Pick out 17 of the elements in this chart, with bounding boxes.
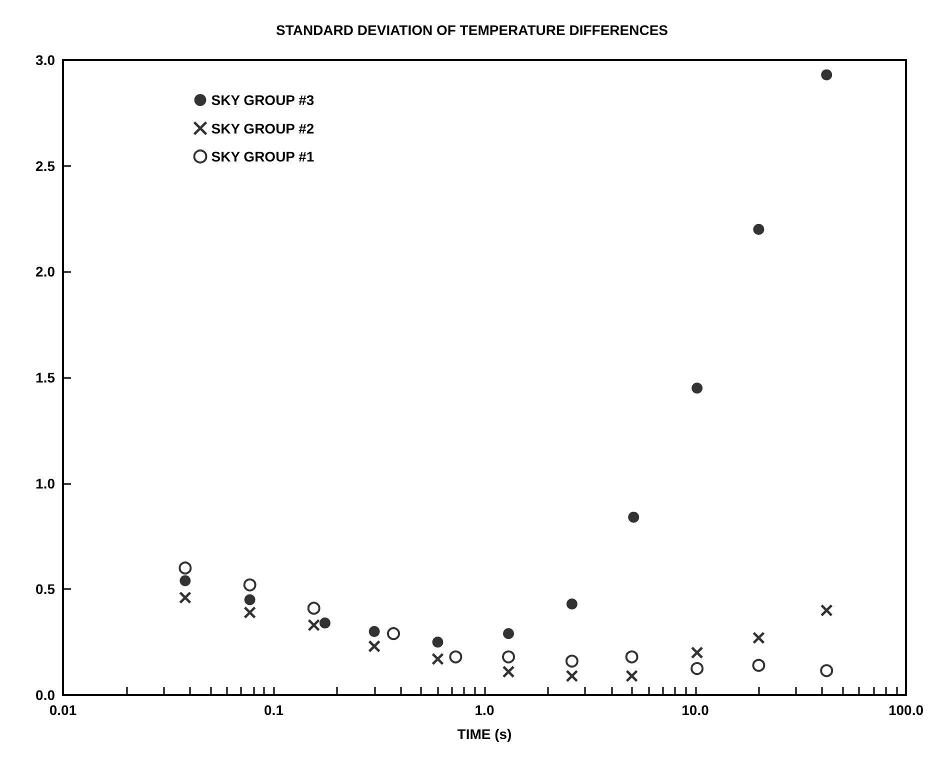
y-tick-label: 1.5: [36, 370, 56, 386]
y-tick-label: 2.0: [36, 264, 56, 280]
y-tick-label: 0.0: [36, 687, 56, 703]
y-tick-label: 3.0: [36, 52, 56, 68]
legend-label: SKY GROUP #1: [211, 148, 314, 164]
chart-title: STANDARD DEVIATION OF TEMPERATURE DIFFERENCES: [276, 22, 668, 38]
x-tick-label: 10.0: [682, 702, 710, 718]
y-tick-label: 0.5: [36, 581, 56, 598]
x-tick-label: 0.01: [49, 702, 77, 718]
x-tick-label: 100.0: [888, 702, 924, 718]
x-axis-title: TIME (s): [457, 726, 512, 742]
legend-label: SKY GROUP #2: [211, 120, 314, 136]
y-tick-label: 2.5: [36, 158, 56, 174]
legend-label: SKY GROUP #3: [211, 92, 314, 108]
x-tick-label: 0.1: [264, 702, 284, 718]
y-tick-label: 1.0: [36, 475, 56, 492]
x-tick-label: 1.0: [474, 702, 494, 718]
